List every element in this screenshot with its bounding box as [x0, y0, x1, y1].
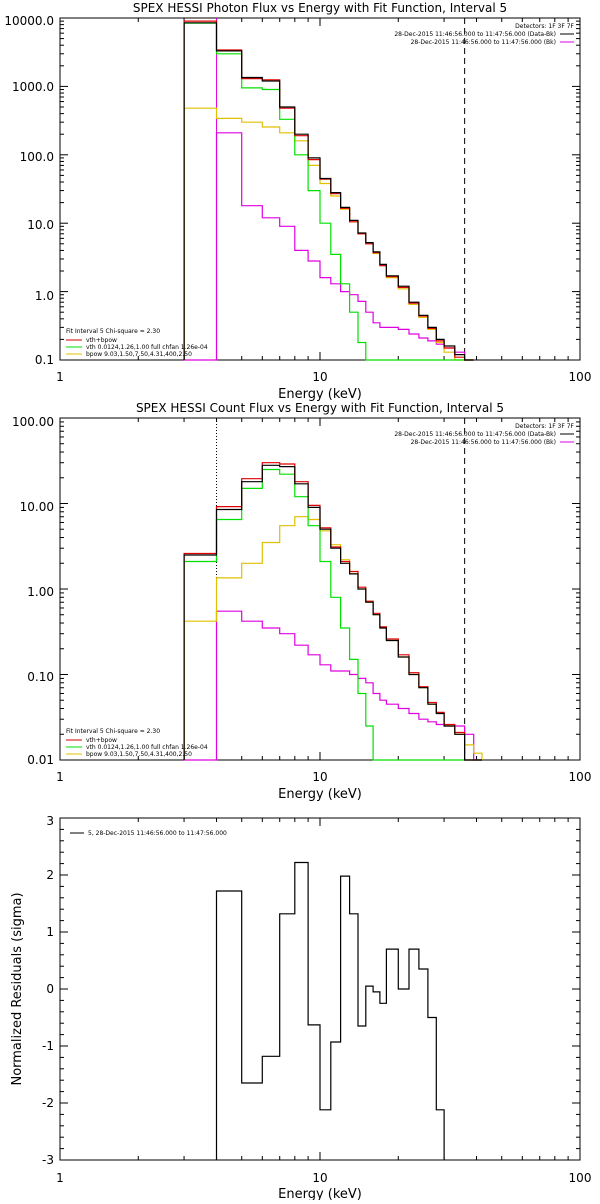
tick-group — [59, 418, 580, 761]
y-tick-label: 100.00 — [12, 415, 54, 429]
plot-frame — [59, 417, 581, 761]
x-tick-label: 1 — [56, 770, 64, 784]
series-layer — [183, 18, 474, 361]
legend-entry-residual: 5, 28-Dec-2015 11:46:56.000 to 11:47:56.… — [88, 830, 227, 837]
x-axis-label: Energy (keV) — [278, 1187, 362, 1200]
residuals-panel: 1 10 100 -3 -2 -1 0 1 2 3 Energy (keV) N… — [10, 814, 592, 1202]
detectors-label: Detectors: 1F 3F 7F — [515, 423, 574, 430]
x-tick-label: 10 — [312, 370, 327, 384]
y-tick-label: 10.00 — [20, 500, 54, 514]
count-flux-panel: SPEX HESSI Count Flux vs Energy with Fit… — [12, 401, 591, 802]
fit-legend-header: Fit Interval 5 Chi-square = 2.30 — [66, 728, 160, 735]
series-vth-line — [183, 22, 474, 361]
x-tick-label: 10 — [312, 1171, 327, 1185]
y-tick-label: 0 — [46, 982, 54, 996]
x-tick-label: 100 — [569, 1171, 592, 1185]
y-tick-label: 1.00 — [27, 585, 54, 599]
y-axis-label: Normalized Residuals (sigma) — [10, 892, 25, 1085]
y-tick-label: 100.0 — [20, 150, 54, 164]
x-tick-label: 1 — [56, 1171, 64, 1185]
info-entry-data: 28-Dec-2015 11:46:56.000 to 11:47:56.000… — [394, 431, 556, 438]
y-tick-label: 0.01 — [27, 753, 54, 767]
fit-legend-vth: vth 0.0124,1.26,1.00 full chfan 1.26e-04 — [86, 744, 208, 751]
fit-legend-bpow: bpow 9.03,1.50,7.50,4.31,400,2.50 — [86, 751, 192, 758]
info-entry-background: 28-Dec-2015 11:46:56.000 to 11:47:56.000… — [411, 439, 556, 446]
series-vth-line — [183, 468, 482, 761]
y-tick-label: 10000.0 — [4, 14, 54, 28]
y-tick-label: 10.0 — [27, 218, 54, 232]
y-tick-label: 0.10 — [27, 670, 54, 684]
fit-legend-total: vth+bpow — [86, 337, 117, 344]
y-tick-label: 2 — [46, 868, 54, 882]
y-tick-label: -3 — [42, 1153, 54, 1167]
y-tick-label: 1 — [46, 925, 54, 939]
x-axis-label: Energy (keV) — [278, 387, 362, 402]
plot-frame — [59, 17, 581, 361]
chart-title: SPEX HESSI Photon Flux vs Energy with Fi… — [133, 1, 507, 15]
y-tick-label: 3 — [46, 814, 54, 828]
photon-flux-panel: SPEX HESSI Photon Flux vs Energy with Fi… — [4, 1, 591, 402]
fit-legend-bpow: bpow 9.03,1.50,7.50,4.31,400,2.50 — [86, 351, 192, 358]
tick-group — [59, 817, 580, 1161]
detectors-label: Detectors: 1F 3F 7F — [515, 23, 574, 30]
series-background-line — [184, 132, 474, 361]
y-tick-label: 1000.0 — [12, 80, 54, 94]
series-layer — [183, 418, 483, 761]
fit-legend-vth: vth 0.0124,1.26,1.00 full chfan 1.26e-04 — [86, 344, 208, 351]
info-entry-data: 28-Dec-2015 11:46:56.000 to 11:47:56.000… — [394, 31, 556, 38]
y-tick-label: 1.0 — [35, 289, 54, 303]
fit-legend-header: Fit Interval 5 Chi-square = 2.30 — [66, 328, 160, 335]
series-data-line — [183, 22, 474, 361]
tick-group — [59, 18, 580, 361]
series-layer — [215, 861, 445, 1160]
series-total-line — [183, 20, 474, 361]
x-tick-label: 100 — [569, 370, 592, 384]
x-axis-label: Energy (keV) — [278, 787, 362, 802]
x-tick-label: 1 — [56, 370, 64, 384]
series-data-line — [183, 464, 482, 761]
series-background-line — [184, 610, 482, 761]
y-tick-label: 0.1 — [35, 353, 54, 367]
y-tick-label: -1 — [42, 1039, 54, 1053]
x-tick-label: 10 — [312, 770, 327, 784]
fit-legend-total: vth+bpow — [86, 737, 117, 744]
chart-title: SPEX HESSI Count Flux vs Energy with Fit… — [136, 401, 504, 415]
y-tick-label: -2 — [42, 1096, 54, 1110]
info-entry-background: 28-Dec-2015 11:46:56.000 to 11:47:56.000… — [411, 39, 556, 46]
series-bpow-line — [183, 516, 483, 760]
x-tick-label: 100 — [569, 770, 592, 784]
series-bpow-line — [183, 107, 474, 361]
series-data-line — [215, 861, 445, 1160]
